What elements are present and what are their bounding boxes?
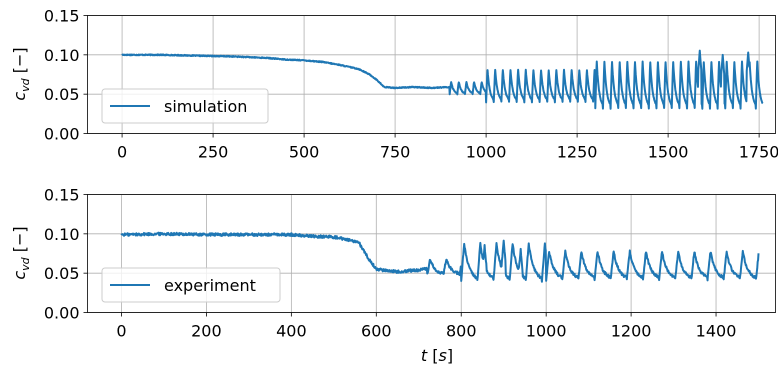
simulation-xtick-label: 500 xyxy=(289,143,320,162)
simulation-axes-frame xyxy=(87,15,776,134)
experiment-line-layer xyxy=(120,231,760,283)
simulation-xtick-label: 0 xyxy=(117,143,127,162)
simulation-xtick-label: 1000 xyxy=(466,143,507,162)
experiment-xtick-label: 200 xyxy=(191,322,222,341)
experiment-ticks: 0 200 400 600 800 1000 1200 1400 0.00 0.05 0.10 0.1… xyxy=(44,186,737,341)
experiment-xtick-label: 0 xyxy=(116,322,126,341)
simulation-ticks: 0 250 500 750 1000 1250 1500 1750 0.00 0.05 0.10 0.… xyxy=(44,7,778,162)
simulation-ytick-label: 0.00 xyxy=(44,125,80,144)
simulation-xtick-label: 250 xyxy=(198,143,229,162)
experiment-ytick-label: 0.00 xyxy=(44,304,80,323)
experiment-legend-label: experiment xyxy=(164,276,256,295)
simulation-series-line xyxy=(121,49,764,110)
simulation-legend: simulation xyxy=(101,88,269,124)
experiment-ytick-label: 0.05 xyxy=(44,264,80,283)
experiment-xtick-label: 1400 xyxy=(696,322,737,341)
simulation-xtick-label: 1250 xyxy=(557,143,598,162)
experiment-xlabel: t [s] xyxy=(421,346,453,365)
simulation-ytick-label: 0.15 xyxy=(44,7,80,26)
simulation-xtick-label: 1750 xyxy=(739,143,778,162)
simulation-panel: 0 250 500 750 1000 1250 1500 1750 0.00 0.05 0.10 0.… xyxy=(10,7,778,162)
experiment-series-line xyxy=(120,231,760,283)
experiment-legend-box xyxy=(101,267,281,303)
experiment-ytick-label: 0.15 xyxy=(44,186,80,205)
experiment-xtick-label: 800 xyxy=(446,322,477,341)
experiment-panel: 0 200 400 600 800 1000 1200 1400 0.00 0.05 0.10 0.1… xyxy=(10,186,776,365)
experiment-ylabel: cvd [−] xyxy=(10,226,32,279)
experiment-xtick-label: 600 xyxy=(361,322,392,341)
simulation-line-layer xyxy=(121,49,764,110)
experiment-xtick-label: 1000 xyxy=(526,322,567,341)
experiment-ytick-label: 0.10 xyxy=(44,225,80,244)
simulation-legend-box xyxy=(101,88,269,124)
experiment-legend: experiment xyxy=(101,267,281,303)
simulation-xtick-label: 1500 xyxy=(648,143,689,162)
experiment-axes-frame xyxy=(87,194,776,313)
simulation-ylabel: cvd [−] xyxy=(10,47,32,100)
simulation-ytick-label: 0.05 xyxy=(44,85,80,104)
simulation-xtick-label: 750 xyxy=(380,143,411,162)
simulation-legend-label: simulation xyxy=(164,97,247,116)
simulation-ytick-label: 0.10 xyxy=(44,46,80,65)
experiment-xtick-label: 1200 xyxy=(611,322,652,341)
experiment-xtick-label: 400 xyxy=(276,322,307,341)
